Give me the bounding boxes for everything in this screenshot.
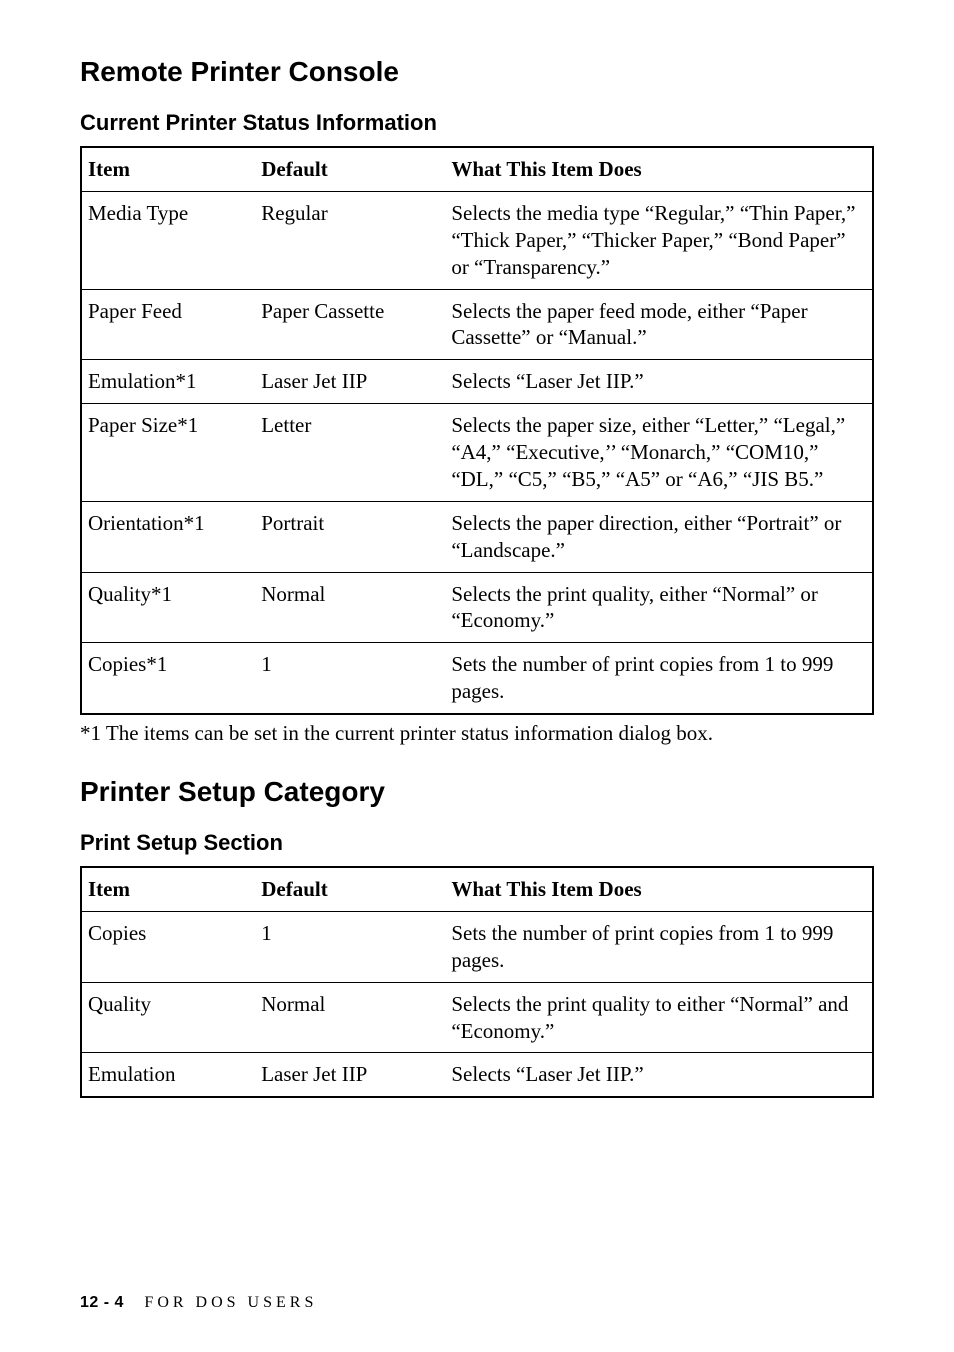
printer-setup-category-heading: Printer Setup Category bbox=[80, 776, 874, 808]
col-default: Default bbox=[255, 147, 445, 191]
cell-item: Quality*1 bbox=[81, 572, 255, 643]
col-item: Item bbox=[81, 867, 255, 911]
table-header-row: Item Default What This Item Does bbox=[81, 147, 873, 191]
table-row: Copies 1 Sets the number of print copies… bbox=[81, 911, 873, 982]
table-row: Orientation*1 Portrait Selects the paper… bbox=[81, 501, 873, 572]
table-header-row: Item Default What This Item Does bbox=[81, 867, 873, 911]
cell-item: Quality bbox=[81, 982, 255, 1053]
footnote-text: *1 The items can be set in the current p… bbox=[80, 721, 874, 746]
cell-desc: Selects the print quality to either “Nor… bbox=[445, 982, 873, 1053]
cell-desc: Selects the paper feed mode, either “Pap… bbox=[445, 289, 873, 360]
cell-item: Emulation*1 bbox=[81, 360, 255, 404]
cell-default: Letter bbox=[255, 404, 445, 502]
cell-desc: Selects the print quality, either “Norma… bbox=[445, 572, 873, 643]
cell-item: Orientation*1 bbox=[81, 501, 255, 572]
cell-item: Media Type bbox=[81, 191, 255, 289]
table-row: Media Type Regular Selects the media typ… bbox=[81, 191, 873, 289]
current-printer-status-heading: Current Printer Status Information bbox=[80, 110, 874, 136]
remote-printer-console-heading: Remote Printer Console bbox=[80, 56, 874, 88]
cell-default: 1 bbox=[255, 911, 445, 982]
cell-desc: Sets the number of print copies from 1 t… bbox=[445, 643, 873, 714]
col-desc: What This Item Does bbox=[445, 867, 873, 911]
print-setup-table: Item Default What This Item Does Copies … bbox=[80, 866, 874, 1098]
cell-default: Normal bbox=[255, 572, 445, 643]
printer-status-table: Item Default What This Item Does Media T… bbox=[80, 146, 874, 715]
cell-desc: Selects the paper size, either “Letter,”… bbox=[445, 404, 873, 502]
table-row: Emulation*1 Laser Jet IIP Selects “Laser… bbox=[81, 360, 873, 404]
table-row: Quality*1 Normal Selects the print quali… bbox=[81, 572, 873, 643]
cell-default: Laser Jet IIP bbox=[255, 360, 445, 404]
col-item: Item bbox=[81, 147, 255, 191]
page: Remote Printer Console Current Printer S… bbox=[0, 0, 954, 1352]
cell-item: Paper Size*1 bbox=[81, 404, 255, 502]
cell-default: Normal bbox=[255, 982, 445, 1053]
print-setup-section-heading: Print Setup Section bbox=[80, 830, 874, 856]
table-row: Quality Normal Selects the print quality… bbox=[81, 982, 873, 1053]
chapter-title: FOR DOS USERS bbox=[144, 1294, 317, 1311]
table-row: Copies*1 1 Sets the number of print copi… bbox=[81, 643, 873, 714]
cell-item: Copies*1 bbox=[81, 643, 255, 714]
cell-desc: Selects the paper direction, either “Por… bbox=[445, 501, 873, 572]
table-row: Paper Size*1 Letter Selects the paper si… bbox=[81, 404, 873, 502]
cell-item: Copies bbox=[81, 911, 255, 982]
cell-desc: Sets the number of print copies from 1 t… bbox=[445, 911, 873, 982]
page-number: 12 - 4 bbox=[80, 1294, 124, 1311]
cell-desc: Selects the media type “Regular,” “Thin … bbox=[445, 191, 873, 289]
cell-item: Emulation bbox=[81, 1053, 255, 1097]
cell-default: Paper Cassette bbox=[255, 289, 445, 360]
table-row: Paper Feed Paper Cassette Selects the pa… bbox=[81, 289, 873, 360]
cell-desc: Selects “Laser Jet IIP.” bbox=[445, 1053, 873, 1097]
col-default: Default bbox=[255, 867, 445, 911]
cell-default: Laser Jet IIP bbox=[255, 1053, 445, 1097]
cell-item: Paper Feed bbox=[81, 289, 255, 360]
cell-desc: Selects “Laser Jet IIP.” bbox=[445, 360, 873, 404]
cell-default: Regular bbox=[255, 191, 445, 289]
col-desc: What This Item Does bbox=[445, 147, 873, 191]
cell-default: Portrait bbox=[255, 501, 445, 572]
page-footer: 12 - 4 FOR DOS USERS bbox=[80, 1294, 317, 1312]
table-row: Emulation Laser Jet IIP Selects “Laser J… bbox=[81, 1053, 873, 1097]
cell-default: 1 bbox=[255, 643, 445, 714]
